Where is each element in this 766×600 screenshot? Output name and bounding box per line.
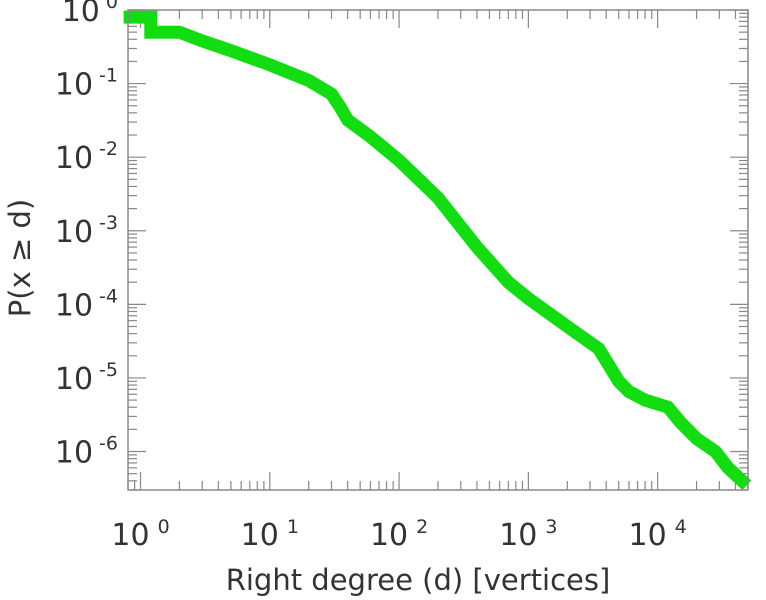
x-tick-label: 10 2 [370, 516, 428, 553]
x-tick-label: 10 0 [111, 516, 169, 553]
y-tick-label: 10 0 [62, 0, 118, 29]
x-tick-label: 10 3 [499, 516, 557, 553]
x-tick-labels: 10 0 10 1 10 2 10 3 10 4 [111, 516, 686, 553]
y-tick-label: 10 -6 [55, 433, 118, 471]
y-tick-label: 10 -4 [55, 285, 118, 323]
x-axis-title: Right degree (d) [vertices] [226, 563, 611, 597]
y-tick-label: 10 -5 [55, 359, 118, 397]
axis-ticks [127, 9, 749, 491]
y-tick-label: 10 -3 [55, 212, 118, 250]
x-tick-label: 10 4 [628, 516, 686, 553]
x-tick-label: 10 1 [241, 516, 299, 553]
y-tick-label: 10 -2 [55, 138, 118, 176]
y-axis-title: P(x ≥ d) [3, 199, 37, 317]
data-series [123, 10, 752, 490]
y-tick-label: 10 -1 [55, 65, 118, 103]
series-line-0 [123, 10, 752, 490]
plot-frame [127, 9, 749, 491]
